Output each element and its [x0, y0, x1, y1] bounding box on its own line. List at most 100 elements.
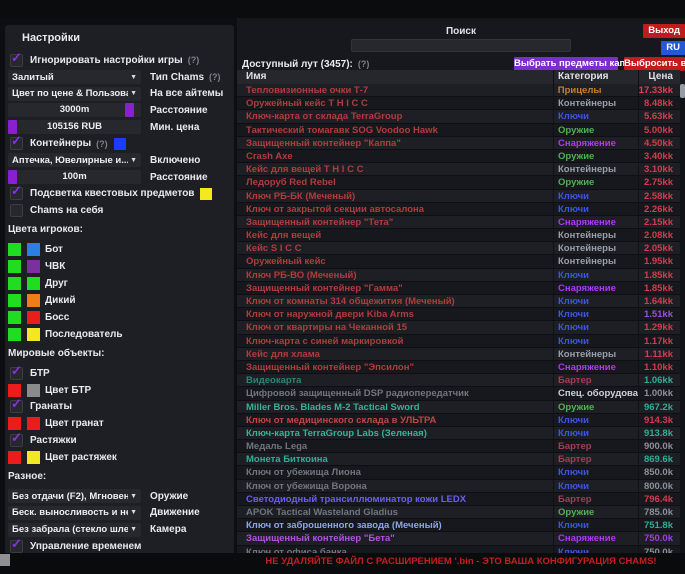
column-header-category[interactable]: Категория [553, 70, 638, 84]
table-row[interactable]: Ключ от офиса банка Ключи 750.0k [237, 545, 680, 553]
item-category-cell: Снаряжение [553, 532, 638, 545]
min-price-slider[interactable]: 105156 RUB [8, 120, 141, 135]
table-row[interactable]: Кейс S I C C Контейнеры 2.05kk [237, 242, 680, 256]
movement-mods-dropdown[interactable]: Беск. выносливость и нет уста▼ [8, 505, 141, 520]
table-row[interactable]: Ключ от квартиры на Чеканной 15 Ключи 1.29… [237, 321, 680, 335]
item-category-cell: Оружие [553, 149, 638, 163]
quest-items-highlight-checkbox[interactable]: ✓ [10, 183, 23, 201]
color-pmc-swatch-2[interactable] [27, 259, 40, 273]
color-scav-swatch-2[interactable] [27, 293, 40, 307]
ignore-game-settings-checkbox[interactable]: ✓ [10, 50, 23, 67]
language-button[interactable]: RU [661, 41, 685, 55]
table-row[interactable]: Светодиодный трансиллюминатор кожи LEDX Б… [237, 492, 680, 506]
container-distance-slider-thumb[interactable] [8, 170, 17, 185]
table-row[interactable]: Цифровой защищенный DSP радиопередатчик С… [237, 387, 680, 401]
table-row[interactable]: Кейс для хлама Контейнеры 1.11kk [237, 347, 680, 361]
color-boss-swatch-2[interactable] [27, 310, 40, 324]
table-row[interactable]: Ледоруб Red Rebel Оружие 2.75kk [237, 176, 680, 190]
table-row[interactable]: Ключ РБ-ВО (Меченый) Ключи 1.85kk [237, 268, 680, 282]
color-follower-swatch-2[interactable] [27, 327, 40, 341]
color-friend-swatch-2[interactable] [27, 276, 40, 290]
table-row[interactable]: Тактический томагавк SOG Voodoo Hawk Оруж… [237, 123, 680, 137]
table-row[interactable]: Тепловизионные очки Т-7 Прицелы 17.33kk [237, 84, 680, 98]
table-row[interactable]: Ключ-карта с синей маркировкой Ключи 1.17k… [237, 334, 680, 348]
btr-row: ✓ БТР [5, 363, 234, 382]
color-pmc-swatch-1[interactable] [8, 259, 21, 273]
btr-checkbox[interactable]: ✓ [10, 363, 23, 380]
color-btr-swatch-1[interactable] [8, 383, 21, 397]
grenades-checkbox[interactable]: ✓ [10, 396, 23, 414]
table-row[interactable]: Miller Bros. Blades M-2 Tactical Sword Ор… [237, 400, 680, 414]
weapon-mods-dropdown[interactable]: Без отдачи (F2), Мгновенное п▼ [8, 489, 141, 504]
color-tripwires-swatch-2[interactable] [27, 450, 40, 464]
quest-items-highlight-color-swatch[interactable] [200, 187, 213, 200]
table-row[interactable]: Ключ РБ-БК (Меченый) Ключи 2.58kk [237, 189, 680, 203]
table-row[interactable]: Ключ от закрытой секции автосалона Ключи 2… [237, 202, 680, 216]
exit-button[interactable]: Выход [643, 24, 685, 38]
table-row[interactable]: Ключ от комнаты 314 общежития (Меченый) К… [237, 295, 680, 309]
all-items-mode-dropdown[interactable]: Цвет по цене & Пользователь▼ [8, 86, 141, 101]
item-category-cell: Снаряжение [553, 215, 638, 229]
table-row[interactable]: APOK Tactical Wasteland Gladius Оружие 785… [237, 506, 680, 520]
table-row[interactable]: Ключ от убежища Ворона Ключи 800.0k [237, 479, 680, 493]
color-tripwires-swatch-1[interactable] [8, 450, 21, 464]
available-loot-text: Доступный лут (3457): [242, 59, 353, 70]
drop-all-button[interactable]: Выбросить все [624, 57, 685, 71]
color-bot-swatch-2[interactable] [27, 242, 40, 256]
camera-mods-dropdown[interactable]: Без забрала (стекло шлема)▼ [8, 522, 141, 537]
table-row[interactable]: Защищенный контейнер "Бета" Снаряжение 750… [237, 532, 680, 546]
color-btr-swatch-2[interactable] [27, 383, 40, 397]
color-pmc-label: ЧВК [45, 260, 66, 272]
search-input[interactable] [351, 39, 571, 52]
table-row[interactable]: Защищенный контейнер "Каппа" Снаряжение 4.… [237, 136, 680, 150]
table-row[interactable]: Ключ от медицинского склада в УЛЬТРА Ключ… [237, 413, 680, 427]
color-boss-swatch-1[interactable] [8, 310, 21, 324]
loot-panel: Поиск Выход RU Доступный лут (3457): (?) … [237, 18, 685, 553]
time-control-checkbox[interactable]: ✓ [10, 536, 23, 553]
table-row[interactable]: Кейс для вещей Контейнеры 2.08kk [237, 229, 680, 243]
item-category-cell: Ключи [553, 334, 638, 347]
item-distance-slider-thumb[interactable] [125, 103, 134, 118]
color-follower-swatch-1[interactable] [8, 327, 21, 341]
table-row[interactable]: Ключ от заброшенного завода (Меченый) Клю… [237, 519, 680, 533]
min-price-slider-thumb[interactable] [8, 120, 17, 135]
container-distance-slider[interactable]: 100m [8, 170, 141, 185]
select-kappa-items-button[interactable]: Выбрать предметы каппа [514, 57, 637, 71]
column-header-name[interactable]: Имя [246, 71, 267, 82]
table-row[interactable]: Защищенный контейнер "Тета" Снаряжение 2.1… [237, 215, 680, 230]
color-bot-swatch-1[interactable] [8, 242, 21, 256]
column-header-price[interactable]: Цена [638, 70, 680, 84]
color-friend-swatch-1[interactable] [8, 276, 21, 290]
table-row[interactable]: Медаль Lega Бартер 900.0k [237, 440, 680, 454]
table-row[interactable]: Ключ от убежища Лиона Ключи 850.0k [237, 466, 680, 480]
containers-color-swatch[interactable] [113, 137, 126, 150]
table-row[interactable]: Монета Биткоина Бартер 869.6k [237, 453, 680, 467]
chams-type-dropdown[interactable]: Залитый ▼ [8, 70, 141, 85]
scrollbar-thumb[interactable] [680, 84, 685, 98]
table-row[interactable]: Ключ от наружной двери Kiba Arms Ключи 1.5… [237, 308, 680, 322]
container-filter-dropdown[interactable]: Аптечка, Ювелирные и... ▼ [8, 153, 141, 168]
table-row[interactable]: Ключ-карта от склада TerraGroup Ключи 5.63… [237, 110, 680, 124]
color-grenades-swatch-2[interactable] [27, 417, 40, 431]
table-row[interactable]: Защищенный контейнер "Гамма" Снаряжение 1.… [237, 281, 680, 295]
table-row[interactable]: Кейс для вещей Т Н I С С Контейнеры 3.10kk [237, 163, 680, 177]
color-boss-label: Босс [45, 311, 70, 323]
min-price-label: Мин. цена [150, 121, 200, 133]
tripwires-checkbox[interactable]: ✓ [10, 430, 23, 448]
color-scav-swatch-1[interactable] [8, 293, 21, 307]
table-row[interactable]: Оружейный кейс Т Н I С С Контейнеры 8.48kk [237, 97, 680, 111]
check-icon: ✓ [11, 535, 22, 551]
item-price-cell: 2.15kk [638, 215, 680, 229]
scrollbar-track[interactable] [680, 84, 685, 553]
item-price-cell: 8.48kk [638, 97, 680, 110]
item-distance-slider[interactable]: 3000m [8, 103, 141, 118]
table-row[interactable]: Оружейный кейс Контейнеры 1.95kk [237, 255, 680, 269]
item-price-cell: 1.85kk [638, 281, 680, 294]
table-row[interactable]: Ключ-карта TerraGroup Labs (Зеленая) Ключ… [237, 426, 680, 441]
containers-checkbox[interactable]: ✓ [10, 133, 23, 151]
table-row[interactable]: Защищенный контейнер "Эпсилон" Снаряжение… [237, 360, 680, 375]
table-row[interactable]: Видеокарта Бартер 1.06kk [237, 374, 680, 388]
table-row[interactable]: Crash Axe Оружие 3.40kk [237, 149, 680, 164]
chams-self-checkbox[interactable] [10, 204, 23, 218]
color-grenades-swatch-1[interactable] [8, 417, 21, 431]
